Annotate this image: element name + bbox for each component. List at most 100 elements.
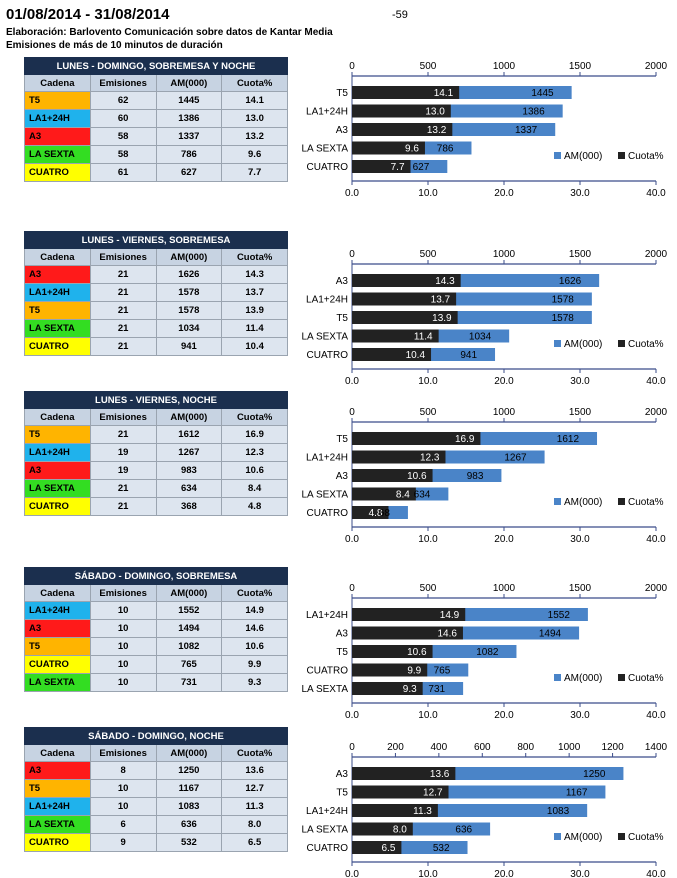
- chart-legend: AM(000) Cuota%: [554, 832, 664, 843]
- legend-swatch-am: [554, 498, 561, 505]
- cuota-value-label: 16.9: [455, 434, 475, 445]
- am-cell: 765: [155, 655, 223, 674]
- cuota-bar-cuatro: [352, 841, 402, 854]
- legend-label-am: AM(000): [564, 673, 602, 684]
- top-axis-tick-label: 2000: [645, 583, 668, 594]
- am-cell: 1578: [155, 283, 223, 302]
- cuota-value-label: 13.9: [432, 313, 452, 324]
- top-axis-tick-label: 800: [517, 742, 534, 753]
- emisiones-cell: 21: [89, 283, 157, 302]
- cuota-value-label: 8.0: [393, 825, 407, 836]
- am-cell: 1612: [155, 425, 223, 444]
- am-value-label: 1612: [557, 434, 580, 445]
- table-title: SÁBADO - DOMINGO, NOCHE: [24, 727, 288, 745]
- am-cell: 983: [155, 461, 223, 480]
- legend-swatch-am: [554, 674, 561, 681]
- cuota-bar-a3: [352, 123, 453, 136]
- column-header: AM(000): [155, 744, 223, 762]
- category-label-cuatro: CUATRO: [307, 666, 349, 677]
- am-cell: 941: [155, 337, 223, 356]
- emisiones-cell: 58: [89, 145, 157, 164]
- am-cell: 368: [155, 497, 223, 516]
- cuota-value-label: 13.6: [430, 769, 450, 780]
- legend-label-cuota: Cuota%: [628, 673, 664, 684]
- am-value-label: 1578: [552, 295, 575, 306]
- cuota-cell: 13.7: [221, 283, 288, 302]
- top-axis-tick-label: 500: [420, 61, 437, 72]
- am-cell: 627: [155, 163, 223, 182]
- column-header: AM(000): [155, 74, 223, 92]
- cuota-cell: 9.6: [221, 145, 288, 164]
- column-header: Cadena: [24, 744, 91, 762]
- cuota-cell: 9.9: [221, 655, 288, 674]
- category-label-cuatro: CUATRO: [307, 843, 349, 854]
- category-label-cuatro: CUATRO: [307, 162, 349, 173]
- channel-cell: LA1+24H: [24, 109, 91, 128]
- channel-cell: A3: [24, 265, 91, 284]
- am-cell: 634: [155, 479, 223, 498]
- table-row: LA1+24H 60 1386 13.0: [24, 109, 288, 128]
- emisiones-cell: 21: [89, 301, 157, 320]
- cuota-cell: 13.0: [221, 109, 288, 128]
- emisiones-cell: 21: [89, 425, 157, 444]
- am-cell: 1578: [155, 301, 223, 320]
- channel-cell: T5: [24, 425, 91, 444]
- am-value-label: 1337: [515, 125, 538, 136]
- am-cell: 1552: [155, 601, 223, 620]
- category-label-la1-24h: LA1+24H: [306, 806, 348, 817]
- cuota-cell: 11.4: [221, 319, 288, 338]
- cuota-bar-t5: [352, 785, 449, 799]
- cuota-value-label: 8.4: [396, 490, 410, 501]
- top-axis-tick-label: 1000: [493, 249, 516, 260]
- cuota-bar-la1-24h: [352, 450, 446, 464]
- bottom-axis-tick-label: 40.0: [646, 869, 666, 878]
- table-row: A3 19 983 10.6: [24, 461, 288, 480]
- cuota-cell: 14.1: [221, 91, 288, 110]
- top-axis-tick-label: 200: [387, 742, 404, 753]
- cuota-cell: 10.4: [221, 337, 288, 356]
- top-axis-tick-label: 0: [349, 742, 355, 753]
- category-label-la1-24h: LA1+24H: [306, 610, 348, 621]
- table-row: T5 21 1612 16.9: [24, 425, 288, 444]
- bottom-axis-tick-label: 30.0: [570, 376, 590, 385]
- top-axis-tick-label: 500: [420, 407, 437, 418]
- page-number: -59: [392, 9, 408, 21]
- am-value-label: 1578: [552, 313, 575, 324]
- top-axis-tick-label: 400: [431, 742, 448, 753]
- table-row: LA SEXTA 58 786 9.6: [24, 145, 288, 164]
- cuota-value-label: 10.6: [407, 647, 427, 658]
- chart-legend: AM(000) Cuota%: [554, 673, 664, 684]
- cuota-bar-a3: [352, 274, 461, 287]
- cuota-bar-la-sexta: [352, 141, 425, 155]
- cuota-bar-cuatro: [352, 348, 432, 361]
- audience-bar-chart: 0 500 1000 1500 2000 0.0 10.0 20.0 30.0 40.0 A3 14.…: [301, 249, 668, 385]
- am-value-label: 627: [413, 162, 430, 173]
- bottom-axis-tick-label: 30.0: [570, 188, 590, 197]
- top-axis-tick-label: 2000: [645, 249, 668, 260]
- bottom-axis-tick-label: 0.0: [345, 188, 359, 197]
- category-label-t5: T5: [336, 313, 348, 324]
- top-axis-tick-label: 1000: [493, 583, 516, 594]
- channel-cell: A3: [24, 127, 91, 146]
- bottom-axis-tick-label: 10.0: [418, 710, 438, 719]
- column-header: Cuota%: [221, 248, 288, 266]
- top-axis-tick-label: 500: [420, 249, 437, 260]
- bottom-axis-tick-label: 10.0: [418, 376, 438, 385]
- category-label-la-sexta: LA SEXTA: [301, 332, 348, 343]
- bottom-axis-tick-label: 20.0: [494, 710, 514, 719]
- bottom-axis-tick-label: 0.0: [345, 534, 359, 543]
- category-label-t5: T5: [336, 434, 348, 445]
- cuota-bar-t5: [352, 432, 481, 445]
- top-axis-tick-label: 1000: [558, 742, 581, 753]
- category-label-la1-24h: LA1+24H: [306, 295, 348, 306]
- legend-swatch-am: [554, 152, 561, 159]
- category-label-t5: T5: [336, 88, 348, 99]
- emisiones-cell: 62: [89, 91, 157, 110]
- channel-cell: A3: [24, 619, 91, 638]
- cuota-bar-a3: [352, 626, 463, 640]
- cuota-bar-a3: [352, 767, 456, 780]
- category-label-la-sexta: LA SEXTA: [301, 144, 348, 155]
- channel-cell: CUATRO: [24, 655, 91, 674]
- column-header: AM(000): [155, 248, 223, 266]
- am-cell: 532: [155, 833, 223, 852]
